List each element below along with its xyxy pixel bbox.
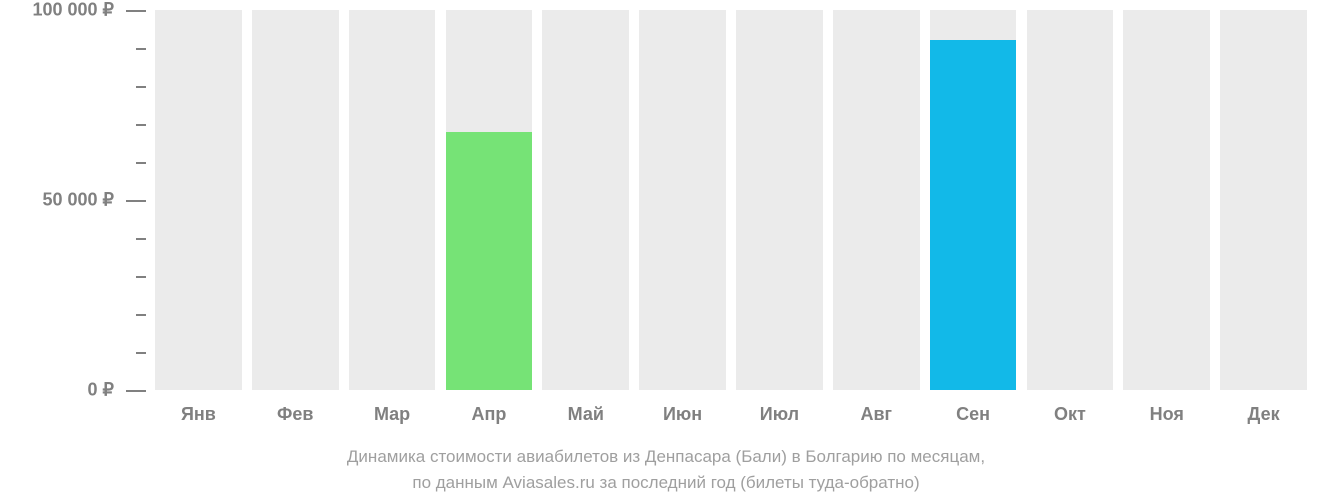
x-tick-label: Мар (374, 390, 410, 425)
bar-background (252, 10, 339, 390)
bar-background (736, 10, 823, 390)
y-tick-label: 100 000 ₽ (32, 0, 122, 21)
x-tick-label: Июн (663, 390, 702, 425)
x-tick-label: Май (568, 390, 604, 425)
x-tick-label: Июл (760, 390, 799, 425)
y-minor-tick (136, 238, 146, 240)
x-tick-label: Дек (1248, 390, 1280, 425)
x-tick-label: Окт (1054, 390, 1086, 425)
y-minor-tick (136, 48, 146, 50)
bar-background (639, 10, 726, 390)
bar-background (155, 10, 242, 390)
caption-line-2: по данным Aviasales.ru за последний год … (412, 473, 919, 492)
x-tick-label: Сен (956, 390, 990, 425)
bar-value (930, 40, 1017, 390)
bar-background (349, 10, 436, 390)
bar-value (446, 132, 533, 390)
y-minor-tick (136, 86, 146, 88)
y-major-tick (126, 10, 146, 12)
x-tick-label: Авг (860, 390, 892, 425)
bar-background (542, 10, 629, 390)
plot-area: 0 ₽50 000 ₽100 000 ₽ЯнвФевМарАпрМайИюнИю… (150, 10, 1312, 390)
bar-background (1027, 10, 1114, 390)
y-minor-tick (136, 162, 146, 164)
y-minor-tick (136, 276, 146, 278)
caption-line-1: Динамика стоимости авиабилетов из Денпас… (347, 447, 985, 466)
y-minor-tick (136, 352, 146, 354)
price-by-month-chart: 0 ₽ 50 000 ₽ 100 000 ₽ Янв Фев Мар Апр Май Июн Ию… (0, 0, 1332, 502)
y-major-tick (126, 390, 146, 392)
chart-caption: Динамика стоимости авиабилетов из Денпас… (0, 444, 1332, 495)
y-tick-label: 50 000 ₽ (42, 190, 122, 211)
y-major-tick (126, 200, 146, 202)
x-tick-label: Янв (181, 390, 216, 425)
y-minor-tick (136, 124, 146, 126)
bar-background (1220, 10, 1307, 390)
bar-background (1123, 10, 1210, 390)
x-tick-label: Ноя (1150, 390, 1184, 425)
bar-background (833, 10, 920, 390)
x-tick-label: Фев (277, 390, 313, 425)
y-minor-tick (136, 314, 146, 316)
x-tick-label: Апр (471, 390, 506, 425)
y-tick-label: 0 ₽ (88, 380, 122, 401)
